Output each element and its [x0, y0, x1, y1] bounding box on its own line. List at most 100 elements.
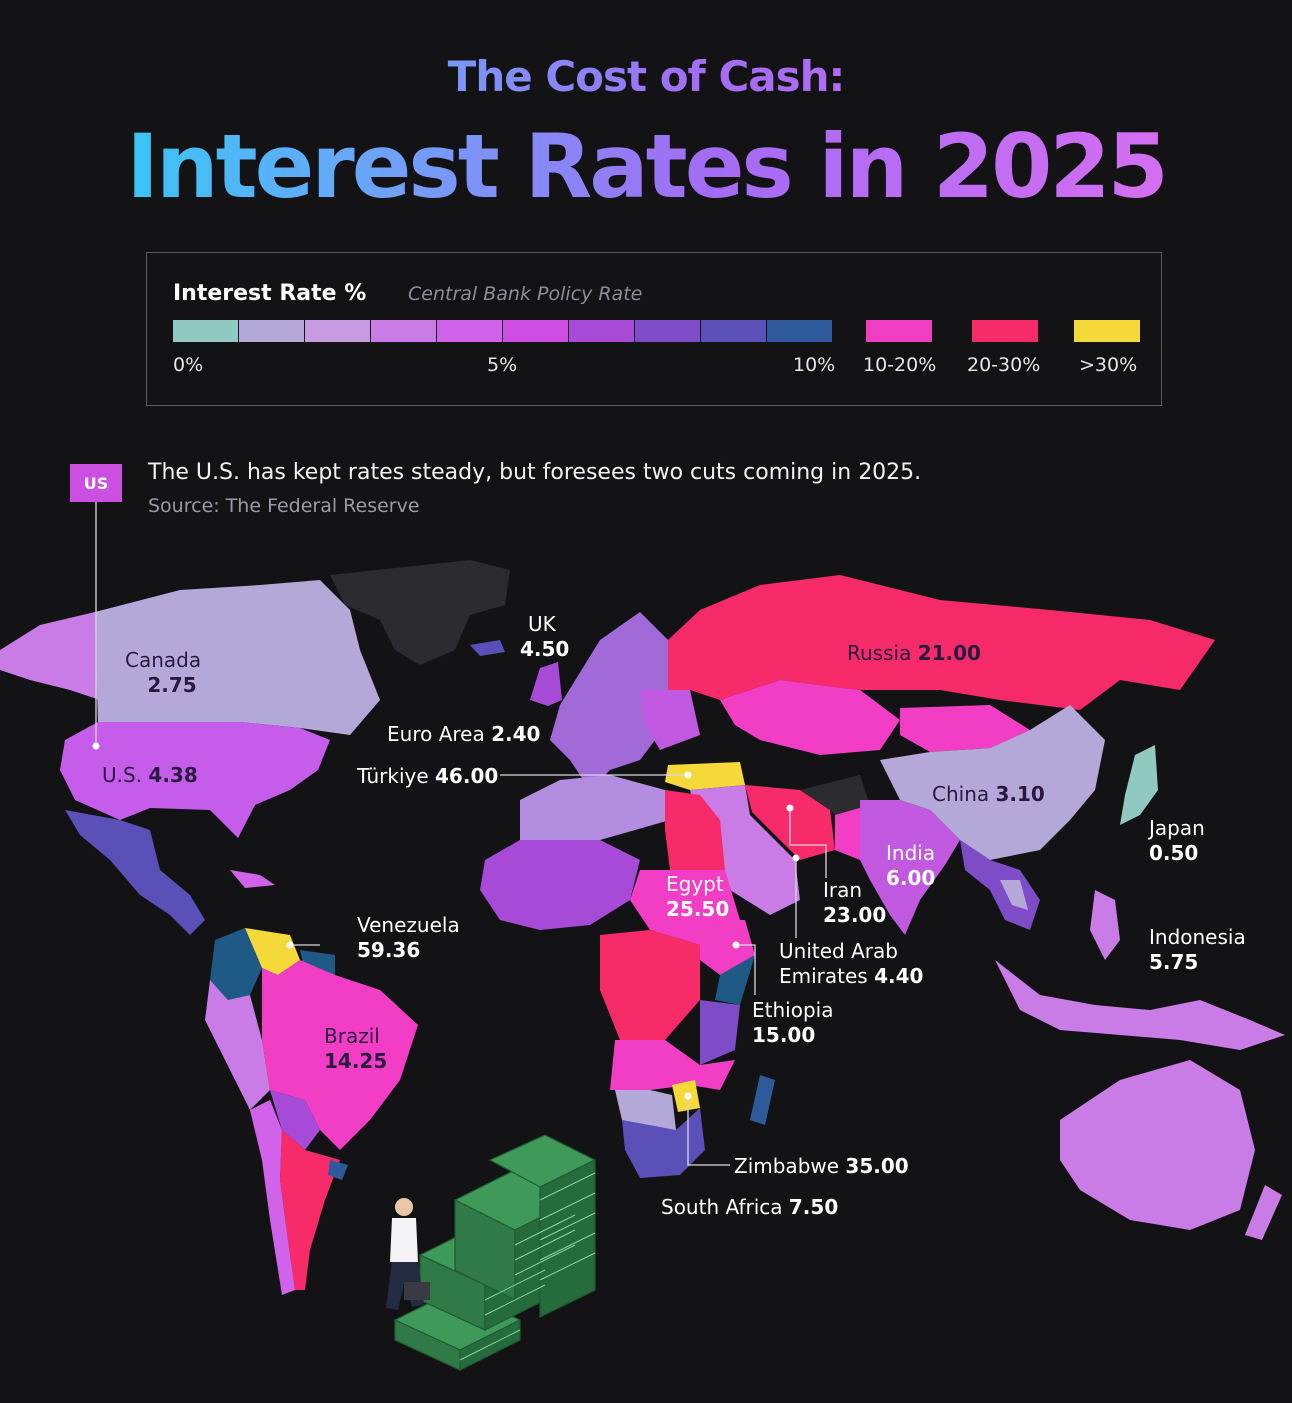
scale-swatch	[503, 320, 568, 342]
bucket-swatch-20-30	[972, 320, 1038, 342]
east-africa-shape	[700, 1000, 740, 1065]
greenland-shape	[330, 560, 510, 665]
label-iran: Iran 23.00	[823, 878, 886, 928]
philippines-shape	[1090, 890, 1120, 960]
uae-name-line1: United Arab	[779, 939, 898, 963]
label-south-africa: South Africa 7.50	[661, 1195, 838, 1220]
venezuela-name: Venezuela	[357, 913, 460, 937]
label-zimbabwe: Zimbabwe 35.00	[734, 1154, 909, 1179]
iran-rate: 23.00	[823, 903, 887, 927]
legend-color-scale	[173, 320, 833, 342]
scale-swatch	[701, 320, 766, 342]
source-text: Source: The Federal Reserve	[148, 495, 420, 517]
japan-rate: 0.50	[1149, 841, 1199, 865]
alaska-shape	[0, 612, 100, 700]
uae-name-line2: Emirates	[779, 964, 868, 988]
scale-label-max: 10%	[793, 354, 836, 376]
india-shape	[860, 800, 960, 935]
ethiopia-name: Ethiopia	[752, 998, 834, 1022]
mongolia-shape	[900, 705, 1030, 752]
canada-name: Canada	[125, 648, 202, 672]
bucket-swatch-10-20	[866, 320, 932, 342]
scale-label-min: 0%	[173, 354, 204, 376]
label-euro-area: Euro Area 2.40	[387, 722, 540, 747]
iran-leader-line	[789, 808, 827, 878]
chile-shape	[250, 1100, 295, 1295]
canada-shape	[95, 580, 380, 735]
canada-rate: 2.75	[147, 673, 197, 697]
us-tag: US	[70, 464, 122, 502]
venezuela-rate: 59.36	[357, 938, 421, 962]
turkiye-marker	[684, 771, 692, 779]
russia-shape	[668, 575, 1215, 710]
south-africa-name: South Africa	[661, 1195, 783, 1219]
subtitle: The Cost of Cash:	[0, 52, 1292, 101]
brazil-shape	[262, 960, 418, 1150]
zimbabwe-marker	[684, 1092, 692, 1100]
scale-swatch	[767, 320, 832, 342]
peru-shape	[205, 980, 270, 1110]
label-indonesia: Indonesia 5.75	[1149, 925, 1246, 975]
usa-shape	[60, 722, 330, 838]
legend: Interest Rate % Central Bank Policy Rate…	[146, 252, 1162, 406]
north-africa-shape	[520, 775, 670, 850]
turkiye-shape	[665, 762, 745, 790]
india-name: India	[886, 841, 936, 865]
legend-subtitle: Central Bank Policy Rate	[408, 283, 643, 305]
scale-label-mid: 5%	[487, 354, 518, 376]
euro-area-rate: 2.40	[491, 722, 541, 746]
iran-name: Iran	[823, 878, 863, 902]
thailand-shape	[1000, 880, 1028, 910]
bucket-label-10-20: 10-20%	[863, 354, 937, 376]
scale-swatch	[569, 320, 634, 342]
colombia-shape	[210, 928, 262, 1000]
us-marker	[92, 742, 100, 750]
iceland-shape	[470, 640, 505, 656]
turkiye-rate: 46.00	[435, 764, 499, 788]
uk-shape	[530, 662, 562, 706]
indonesia-shape	[995, 960, 1285, 1050]
southern-africa-shape	[610, 1040, 735, 1090]
uk-rate: 4.50	[520, 637, 570, 661]
bucket-label-20-30: 20-30%	[967, 354, 1041, 376]
label-egypt: Egypt 25.50	[666, 872, 729, 922]
label-india: India 6.00	[886, 841, 935, 891]
ethiopia-shape	[700, 920, 755, 975]
scale-swatch	[437, 320, 502, 342]
label-venezuela: Venezuela 59.36	[357, 913, 460, 963]
mexico-shape	[65, 810, 205, 935]
label-ethiopia: Ethiopia 15.00	[752, 998, 833, 1048]
south-africa-shape	[622, 1108, 705, 1178]
venezuela-shape	[245, 928, 300, 975]
label-japan: Japan 0.50	[1149, 816, 1205, 866]
uruguay-shape	[328, 1160, 348, 1180]
euro-area-name: Euro Area	[387, 722, 485, 746]
india-rate: 6.00	[886, 866, 936, 890]
west-africa-shape	[480, 840, 640, 930]
label-canada: Canada 2.75	[125, 648, 201, 698]
page-title: Interest Rates in 2025	[0, 115, 1292, 218]
brazil-name: Brazil	[324, 1024, 380, 1048]
russia-rate: 21.00	[917, 641, 981, 665]
uae-rate: 4.40	[874, 964, 924, 988]
iran-marker	[786, 804, 794, 812]
europe-shape	[550, 612, 668, 790]
us-name: U.S.	[102, 763, 143, 787]
label-brazil: Brazil 14.25	[324, 1024, 387, 1074]
venezuela-marker	[286, 941, 294, 949]
bucket-label-over-30: >30%	[1079, 354, 1138, 376]
china-rate: 3.10	[995, 782, 1045, 806]
egypt-rate: 25.50	[666, 897, 730, 921]
russia-name: Russia	[847, 641, 912, 665]
china-shape	[880, 705, 1105, 860]
turkiye-name: Türkiye	[357, 764, 429, 788]
label-china: China 3.10	[932, 782, 1045, 807]
central-africa-shape	[600, 930, 700, 1040]
zimbabwe-name: Zimbabwe	[734, 1154, 840, 1178]
egypt-name: Egypt	[666, 872, 724, 896]
scale-swatch	[173, 320, 238, 342]
caribbean-shape	[230, 870, 275, 888]
kazakhstan-shape	[720, 680, 900, 755]
brazil-rate: 14.25	[324, 1049, 388, 1073]
